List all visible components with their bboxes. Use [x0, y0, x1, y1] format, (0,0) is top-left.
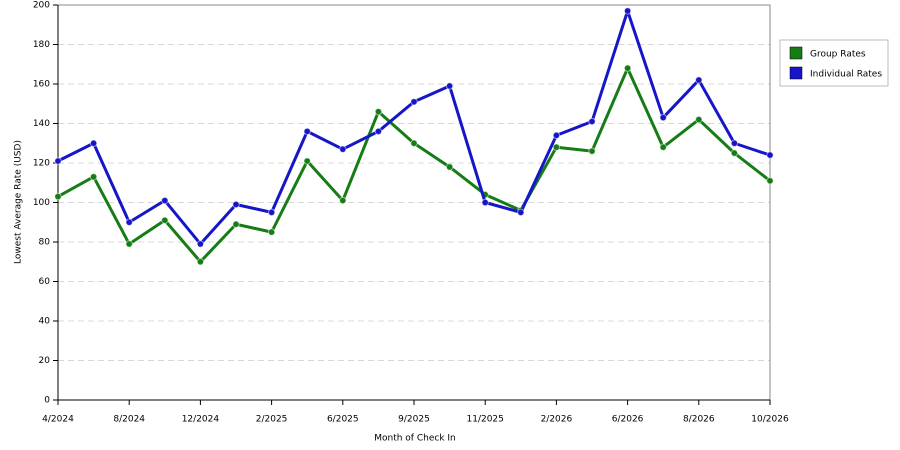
- data-point: [481, 198, 489, 207]
- data-point: [267, 208, 276, 217]
- series-line: [57, 66, 771, 264]
- data-point: [695, 115, 703, 124]
- y-tick-label: 80: [39, 238, 51, 248]
- data-point: [54, 157, 62, 165]
- x-tick-label: 12/2024: [182, 415, 220, 425]
- data-point: [410, 98, 418, 106]
- x-tick-label: 9/2025: [398, 415, 430, 425]
- data-point: [303, 127, 311, 136]
- data-point: [339, 196, 347, 205]
- data-point: [374, 127, 383, 136]
- x-axis-title: Month of Check In: [374, 434, 456, 444]
- y-axis-title: Lowest Average Rate (USD): [14, 140, 24, 264]
- y-tick-label: 140: [33, 119, 50, 129]
- y-tick-label: 100: [33, 198, 50, 208]
- data-point: [125, 218, 133, 226]
- data-point: [196, 258, 205, 266]
- x-tick-label: 6/2026: [612, 415, 644, 425]
- data-point: [659, 113, 667, 122]
- legend-label: Group Rates: [810, 50, 866, 60]
- data-point: [339, 145, 347, 153]
- x-tick-label: 10/2026: [751, 415, 789, 425]
- legend-swatch: [789, 46, 803, 60]
- data-point: [54, 192, 62, 201]
- data-point: [89, 173, 98, 181]
- data-point: [196, 240, 205, 248]
- data-point: [552, 143, 561, 151]
- x-tick-label: 8/2026: [683, 415, 715, 425]
- data-point: [232, 220, 240, 228]
- x-tick-label: 4/2024: [42, 415, 74, 425]
- data-point: [552, 131, 561, 140]
- y-tick-label: 160: [33, 80, 50, 90]
- data-point: [161, 196, 169, 205]
- data-point: [232, 200, 240, 209]
- data-point: [267, 228, 276, 236]
- legend-swatch: [789, 66, 803, 80]
- x-tick-label: 11/2025: [467, 415, 504, 425]
- data-point: [766, 177, 774, 185]
- x-tick-label: 2/2026: [541, 415, 573, 425]
- data-point: [161, 216, 169, 224]
- y-tick-label: 120: [33, 159, 50, 169]
- data-point: [730, 149, 739, 157]
- y-tick-label: 200: [33, 1, 50, 11]
- data-point: [89, 139, 98, 147]
- data-point: [303, 157, 311, 165]
- data-point: [659, 143, 667, 151]
- data-point: [588, 117, 596, 126]
- legend-label: Individual Rates: [810, 70, 882, 80]
- data-point: [125, 240, 133, 248]
- data-point: [623, 64, 632, 72]
- data-point: [766, 151, 774, 159]
- data-point: [588, 147, 596, 155]
- data-point: [374, 107, 383, 116]
- y-tick-label: 40: [39, 317, 51, 327]
- data-point: [410, 139, 418, 147]
- data-point: [695, 76, 703, 84]
- y-tick-label: 180: [33, 40, 50, 50]
- data-point: [517, 208, 525, 217]
- x-tick-label: 2/2025: [256, 415, 288, 425]
- y-tick-label: 60: [39, 277, 51, 287]
- data-point: [730, 139, 739, 147]
- series-line: [57, 9, 771, 246]
- data-point: [445, 82, 454, 90]
- data-point: [445, 163, 454, 171]
- data-point: [623, 7, 632, 15]
- y-tick-label: 0: [44, 396, 50, 406]
- y-tick-label: 20: [39, 356, 51, 366]
- x-tick-label: 6/2025: [327, 415, 359, 425]
- x-tick-label: 8/2024: [113, 415, 145, 425]
